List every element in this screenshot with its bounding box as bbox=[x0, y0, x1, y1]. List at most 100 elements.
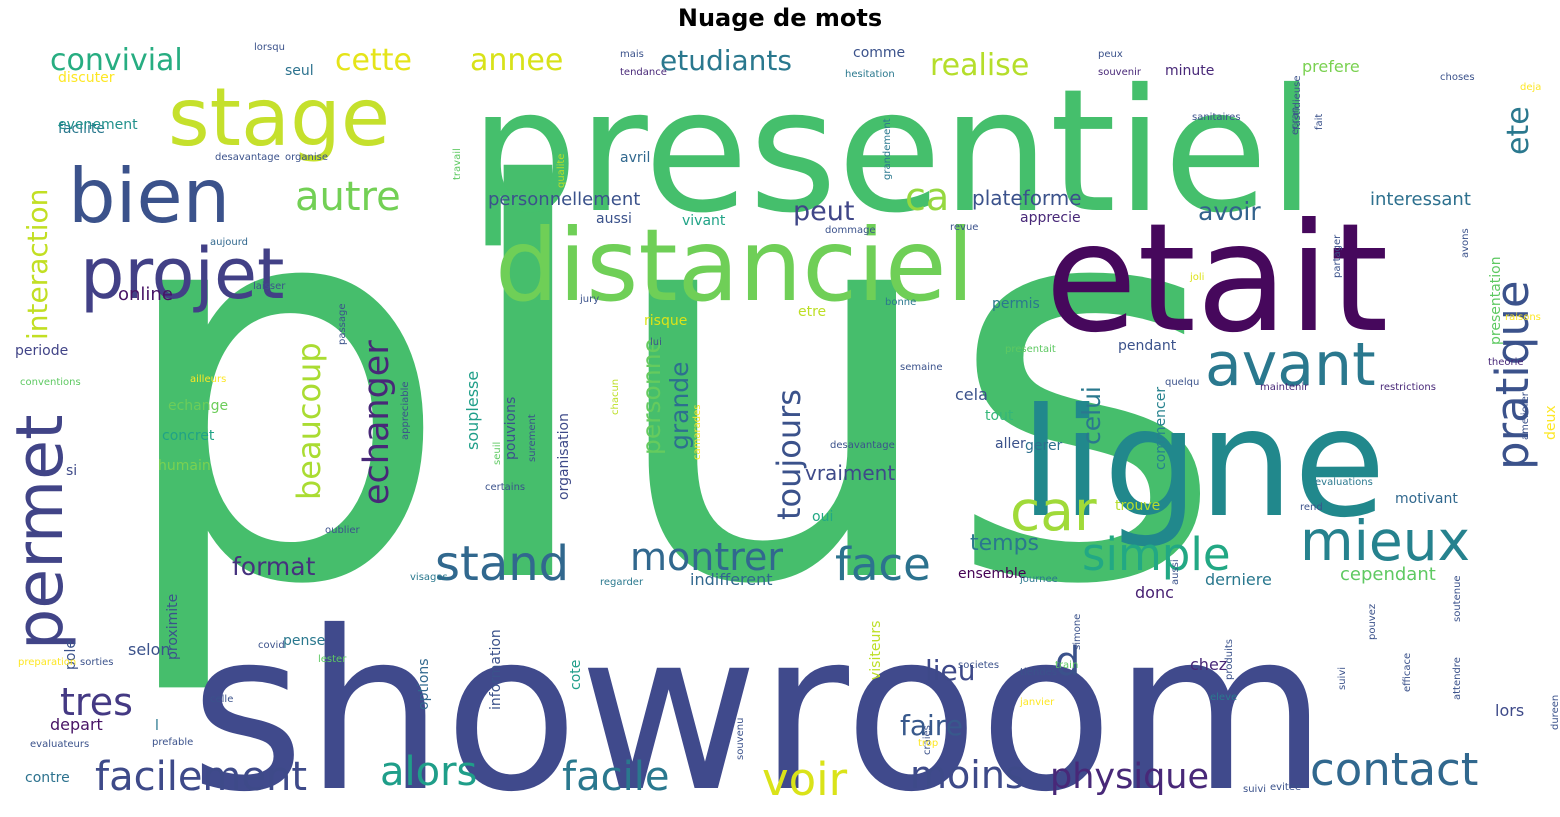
word-oublier: oublier bbox=[325, 525, 361, 536]
word-revue: revue bbox=[950, 222, 978, 233]
word-humain: humain bbox=[158, 458, 211, 474]
word-pratique: pratique bbox=[1486, 280, 1539, 470]
word-ete: ete bbox=[1501, 106, 1536, 155]
word-facile: facile bbox=[562, 754, 669, 800]
word-ailleurs: ailleurs bbox=[190, 374, 226, 385]
word-tout: tout bbox=[985, 408, 1014, 424]
word-organise: organise bbox=[285, 152, 328, 163]
word-projet: projet bbox=[80, 233, 284, 315]
word-montrer: montrer bbox=[630, 535, 783, 579]
word-evenement: evenement bbox=[58, 117, 138, 133]
word-presentation: presentation bbox=[1488, 256, 1504, 345]
word-pouvions: pouvions bbox=[503, 397, 519, 460]
word-train: train bbox=[1055, 660, 1078, 671]
word-chacun: chacun bbox=[610, 379, 621, 415]
word-mais: mais bbox=[620, 49, 644, 60]
word-deux: deux bbox=[1543, 405, 1559, 440]
word-commencer: commencer bbox=[1153, 387, 1169, 470]
word-cote: cote bbox=[568, 660, 584, 690]
word-peut: peut bbox=[793, 196, 854, 227]
word-d: d bbox=[1055, 639, 1080, 685]
word-vivant: vivant bbox=[682, 213, 726, 229]
word-face: face bbox=[835, 538, 931, 591]
word-seuil: seuil bbox=[492, 442, 503, 465]
word-produits: produits bbox=[1224, 639, 1235, 680]
word-fastidieuse: fastidieuse bbox=[1292, 75, 1303, 130]
word-sorties: sorties bbox=[80, 657, 114, 668]
word-lester: lester bbox=[318, 654, 347, 665]
word-plus: plus bbox=[110, 75, 1226, 703]
word-ca: ca bbox=[905, 175, 949, 219]
word-lors: lors bbox=[1495, 701, 1524, 720]
word-proximite: proximite bbox=[165, 594, 181, 660]
word-conventions: conventions bbox=[20, 377, 81, 388]
word-beaucoup: beaucoup bbox=[290, 342, 328, 500]
word-raisons: raisons bbox=[1505, 312, 1541, 323]
word-convivial: convivial bbox=[50, 43, 183, 78]
word-depart: depart bbox=[50, 715, 103, 734]
word-aussi: aussi bbox=[1170, 559, 1181, 585]
word-quelqu: quelqu bbox=[1165, 377, 1199, 388]
word-simone: simone bbox=[1072, 614, 1083, 650]
word-souvenir: souvenir bbox=[1098, 67, 1142, 78]
word-pole: pole bbox=[63, 640, 79, 670]
word-evitee: evitee bbox=[1270, 782, 1301, 793]
word-celle: celle bbox=[210, 694, 233, 705]
word-distanciel: distanciel bbox=[495, 207, 974, 324]
word-etudiants: etudiants bbox=[660, 44, 792, 77]
chart-title: Nuage de mots bbox=[677, 4, 883, 32]
word-theorie: theorie bbox=[1488, 357, 1524, 368]
word-visages: visages bbox=[410, 572, 448, 583]
word-avoir: avoir bbox=[1198, 197, 1261, 226]
word-passage: passage bbox=[337, 303, 348, 345]
word-ensemble: ensemble bbox=[958, 566, 1026, 582]
word-journee: journee bbox=[1019, 574, 1058, 585]
word-periode: periode bbox=[15, 343, 68, 359]
word-indifferent: indifferent bbox=[690, 570, 773, 589]
word-restrictions: restrictions bbox=[1380, 382, 1436, 393]
word-apprecie: apprecie bbox=[1020, 210, 1081, 226]
word-celui: celui bbox=[1077, 386, 1106, 445]
word-sanitaires: sanitaires bbox=[1192, 112, 1241, 123]
word-efficace: efficace bbox=[1402, 653, 1413, 692]
word-dureen: dureen bbox=[1550, 695, 1560, 730]
word-seul: seul bbox=[285, 63, 314, 79]
word-donc: donc bbox=[1135, 583, 1174, 602]
word-echange: echange bbox=[168, 398, 228, 414]
word-moins: moins bbox=[910, 753, 1025, 797]
word-presentait: presentait bbox=[1005, 344, 1056, 355]
word-format: format bbox=[232, 552, 316, 581]
word-etait: etait bbox=[1045, 192, 1389, 366]
word-cette: cette bbox=[335, 43, 412, 78]
word-faire: faire bbox=[900, 709, 963, 742]
word-pendant: pendant bbox=[1118, 338, 1177, 354]
word-partager: partager bbox=[1332, 234, 1343, 278]
word-vraiment: vraiment bbox=[805, 461, 895, 485]
word-minute: minute bbox=[1165, 63, 1214, 79]
word-tres: tres bbox=[60, 680, 133, 724]
word-lui: lui bbox=[650, 337, 662, 348]
word-grandement: grandement bbox=[882, 118, 893, 180]
word-derniere: derniere bbox=[1205, 570, 1272, 589]
word-tendance: tendance bbox=[620, 67, 667, 78]
word-regarder: regarder bbox=[600, 577, 644, 588]
word-mieux: mieux bbox=[1300, 509, 1470, 573]
word-presentiel: presentiel bbox=[470, 53, 1315, 251]
word-prefere: prefere bbox=[1302, 57, 1360, 76]
word-simple: simple bbox=[1082, 528, 1231, 581]
word-aller: aller bbox=[995, 436, 1026, 452]
word-pense: pense bbox=[283, 633, 325, 649]
word-covid: covid bbox=[258, 640, 285, 651]
word-online: online bbox=[118, 284, 173, 305]
word-cela: cela bbox=[955, 385, 988, 404]
word-showroom: showroom bbox=[190, 584, 1328, 817]
word-annee: annee bbox=[470, 43, 563, 78]
word-plateforme: plateforme bbox=[972, 186, 1082, 210]
word-dommage: dommage bbox=[825, 225, 876, 236]
word-prefable: prefable bbox=[152, 737, 193, 748]
word-evaluateurs: evaluateurs bbox=[30, 739, 89, 750]
word-tiendes: tiendes bbox=[1020, 667, 1057, 678]
word-travail: travail bbox=[452, 148, 463, 180]
word-peux: peux bbox=[1098, 49, 1123, 60]
